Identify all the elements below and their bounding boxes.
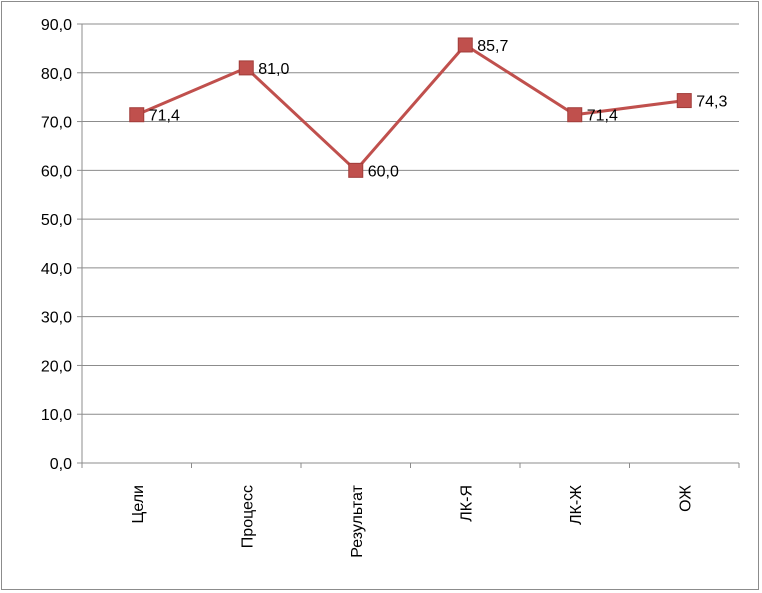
x-tick-label: ОЖ [677,485,694,512]
data-value-label: 85,7 [477,38,508,55]
data-point-marker [129,107,145,123]
x-tick-label: ЛК-Ж [568,485,585,525]
y-tick-label: 90,0 [41,17,72,34]
data-point-marker [348,162,364,178]
data-point-marker [676,93,692,109]
series-line [136,43,685,172]
y-axis-tick-labels: 0,0 10,0 20,0 30,0 40,0 50,0 60,0 70,0 80,0 90,0 [41,17,72,473]
y-tick-label: 10,0 [41,407,72,424]
data-point-marker [567,107,583,123]
data-point-marker [238,60,254,76]
series-markers [129,37,692,178]
data-value-label: 81,0 [258,61,289,78]
y-tick-label: 70,0 [41,115,72,132]
x-tick-label: ЛК-Я [458,485,475,522]
y-tick-label: 60,0 [41,163,72,180]
y-tick-label: 50,0 [41,212,72,229]
y-tick-label: 20,0 [41,358,72,375]
data-value-label: 74,3 [696,94,727,111]
data-point-marker [457,37,473,53]
gridlines [82,23,739,415]
x-axis-tick-labels: Цели Процесс Результат ЛК-Я ЛК-Ж ОЖ [130,484,695,557]
series-line-path [136,43,685,172]
axes [77,23,740,468]
y-tick-label: 40,0 [41,261,72,278]
y-tick-label: 30,0 [41,310,72,327]
x-tick-label: Результат [349,484,366,557]
data-labels: 71,4 81,0 60,0 85,7 71,4 74,3 [149,38,728,180]
data-value-label: 60,0 [368,163,399,180]
x-tick-label: Процесс [239,485,256,548]
y-tick-label: 0,0 [50,456,72,473]
y-tick-label: 80,0 [41,66,72,83]
x-tick-label: Цели [130,485,147,523]
data-value-label: 71,4 [587,108,618,125]
data-value-label: 71,4 [149,108,180,125]
